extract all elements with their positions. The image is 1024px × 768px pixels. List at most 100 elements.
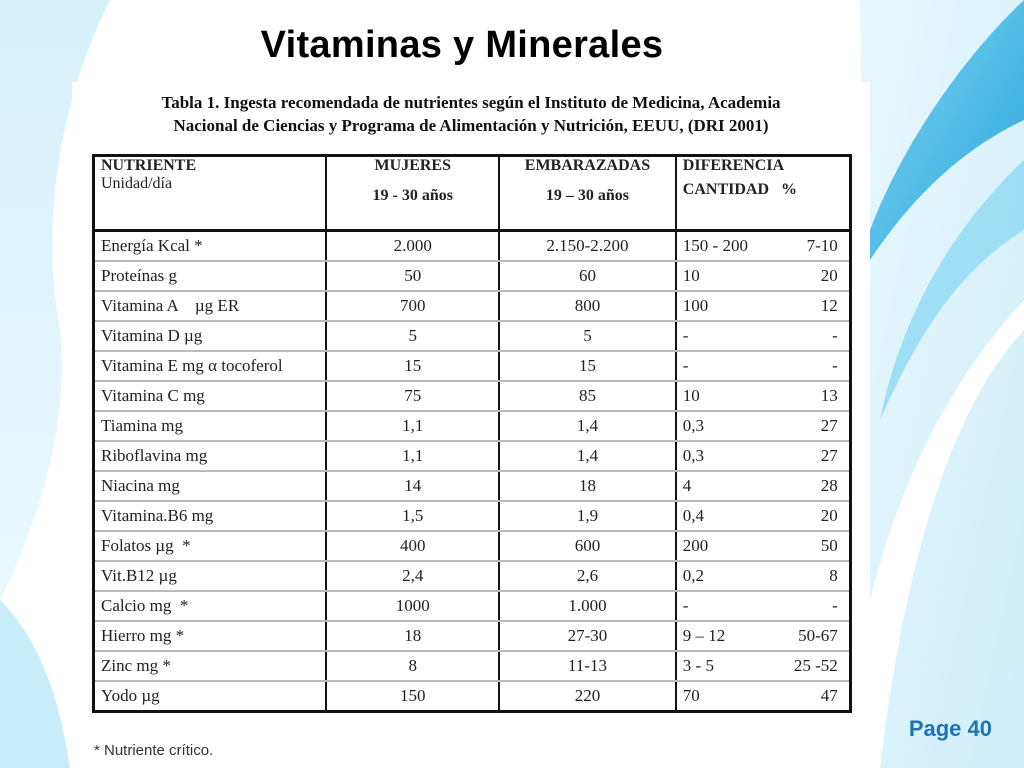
embarazadas-value-cell: 600 [498,531,677,562]
nutrient-name-cell: Vitamina D µg [92,321,328,352]
mujeres-value-cell: 1000 [325,591,501,622]
mujeres-value-cell: 18 [325,621,501,652]
header-nutriente-label: NUTRIENTE [101,157,197,174]
nutrient-name-cell: Vit.B12 µg [92,561,328,592]
diferencia-cantidad: 10 [682,386,700,405]
diferencia-cell: 0,3 27 [674,441,852,472]
diferencia-cell: 0,4 20 [674,501,852,532]
embarazadas-value-cell: 85 [498,381,677,412]
table-row: Proteínas g 50 60 10 20 [92,261,852,292]
table-row: Vitamina A µg ER 700 800 100 12 [92,291,852,322]
diferencia-cell: -- [674,591,852,622]
diferencia-cantidad: 4 [682,476,692,495]
diferencia-cell: 10 20 [674,261,852,292]
diferencia-porcentaje: 20 [820,506,838,525]
diferencia-cell: 100 12 [674,291,852,322]
table-caption: Tabla 1. Ingesta recomendada de nutrient… [72,91,870,137]
embarazadas-value-cell: 5 [498,321,677,352]
mujeres-value-cell: 400 [325,531,501,562]
diferencia-cantidad: - [682,356,689,375]
diferencia-porcentaje: 28 [820,476,838,495]
embarazadas-value-cell: 2,6 [498,561,677,592]
table-document: Tabla 1. Ingesta recomendada de nutrient… [72,82,870,722]
embarazadas-value-cell: 800 [498,291,677,322]
mujeres-value-cell: 15 [325,351,501,382]
footnote: * Nutriente crítico. [94,742,214,759]
table-row: Vitamina C mg 75 85 10 13 [92,381,852,412]
nutrient-name-cell: Energía Kcal * [92,230,328,262]
mujeres-value-cell: 75 [325,381,501,412]
embarazadas-value-cell: 1,4 [498,411,677,442]
nutrient-name-cell: Vitamina C mg [92,381,328,412]
diferencia-cantidad: - [682,326,689,345]
nutrient-name-cell: Calcio mg * [92,591,328,622]
diferencia-cantidad: 0,3 [682,446,705,465]
nutrient-name-cell: Riboflavina mg [92,441,328,472]
diferencia-cell: 70 47 [674,681,852,713]
header-mujeres-label: MUJERES [374,157,451,174]
diferencia-porcentaje: 25 -52 [793,656,838,675]
embarazadas-value-cell: 11-13 [498,651,677,682]
embarazadas-value-cell: 27-30 [498,621,677,652]
diferencia-porcentaje: - [832,356,838,375]
diferencia-cell: -- [674,321,852,352]
table-row: Vitamina E mg α tocoferol 15 15- - [92,351,852,382]
diferencia-porcentaje: - [832,596,838,615]
diferencia-cantidad: 0,3 [682,416,705,435]
header-mujeres: MUJERES 19 - 30 años [325,155,501,232]
embarazadas-value-cell: 60 [498,261,677,292]
table-caption-line-1: Tabla 1. Ingesta recomendada de nutrient… [161,93,781,112]
mujeres-value-cell: 8 [325,651,501,682]
embarazadas-value-cell: 1,4 [498,441,677,472]
diferencia-porcentaje: 8 [829,566,838,585]
diferencia-cell: 150 - 200 7-10 [674,230,852,262]
embarazadas-value-cell: 2.150-2.200 [498,230,677,262]
nutrient-table: NUTRIENTE Unidad/día MUJERES 19 - 30 año… [92,154,852,713]
diferencia-cell: 0,3 27 [674,411,852,442]
table-row: Zinc mg * 8 11-13 3 - 5 25 -52 [92,651,852,682]
diferencia-porcentaje: 50-67 [798,626,838,645]
diferencia-cantidad: - [682,596,689,615]
diferencia-cell: 9 – 12 50-67 [674,621,852,652]
header-nutriente: NUTRIENTE Unidad/día [92,155,328,232]
diferencia-cantidad: 3 - 5 [682,656,714,675]
table-header-row: NUTRIENTE Unidad/día MUJERES 19 - 30 año… [92,155,852,232]
nutrient-name-cell: Proteínas g [92,261,328,292]
diferencia-porcentaje: 13 [820,386,838,405]
table-row: Vitamina.B6 mg 1,5 1,9 0,4 20 [92,501,852,532]
header-cantidad-label: CANTIDAD % [682,181,798,198]
diferencia-porcentaje: 7-10 [806,236,838,255]
mujeres-value-cell: 700 [325,291,501,322]
diferencia-porcentaje: - [832,326,838,345]
diferencia-porcentaje: 47 [820,686,838,705]
diferencia-cell: -- [674,351,852,382]
header-embarazadas-label: EMBARAZADAS [524,157,651,174]
diferencia-cantidad: 0,2 [682,566,705,585]
mujeres-value-cell: 2.000 [325,230,501,262]
mujeres-value-cell: 1,5 [325,501,501,532]
header-diferencia-label: DIFERENCIA [682,157,785,174]
diferencia-cantidad: 70 [682,686,700,705]
nutrient-table-body: Energía Kcal * 2.000 2.150-2.200 150 - 200 7… [92,230,852,713]
table-row: Hierro mg * 18 27-30 9 – 12 50-67 [92,621,852,652]
table-row: Tiamina mg 1,1 1,4 0,3 27 [92,411,852,442]
nutrient-name-cell: Hierro mg * [92,621,328,652]
header-unidad-label: Unidad/día [101,175,173,192]
diferencia-cell: 10 13 [674,381,852,412]
diferencia-cell: 200 50 [674,531,852,562]
table-caption-line-2: Nacional de Ciencias y Programa de Alime… [173,116,769,135]
mujeres-value-cell: 5 [325,321,501,352]
header-embarazadas: EMBARAZADAS 19 – 30 años [498,155,677,232]
header-mujeres-age: 19 - 30 años [372,187,453,204]
diferencia-cell: 3 - 5 25 -52 [674,651,852,682]
header-embarazadas-age: 19 – 30 años [545,187,629,204]
table-row: Energía Kcal * 2.000 2.150-2.200 150 - 200 7… [92,230,852,262]
mujeres-value-cell: 2,4 [325,561,501,592]
nutrient-name-cell: Vitamina.B6 mg [92,501,328,532]
nutrient-name-cell: Zinc mg * [92,651,328,682]
diferencia-porcentaje: 50 [820,536,838,555]
embarazadas-value-cell: 1.000 [498,591,677,622]
nutrient-name-cell: Tiamina mg [92,411,328,442]
header-diferencia: DIFERENCIA CANTIDAD % [674,155,852,232]
table-row: Vit.B12 µg 2,4 2,6 0,2 8 [92,561,852,592]
